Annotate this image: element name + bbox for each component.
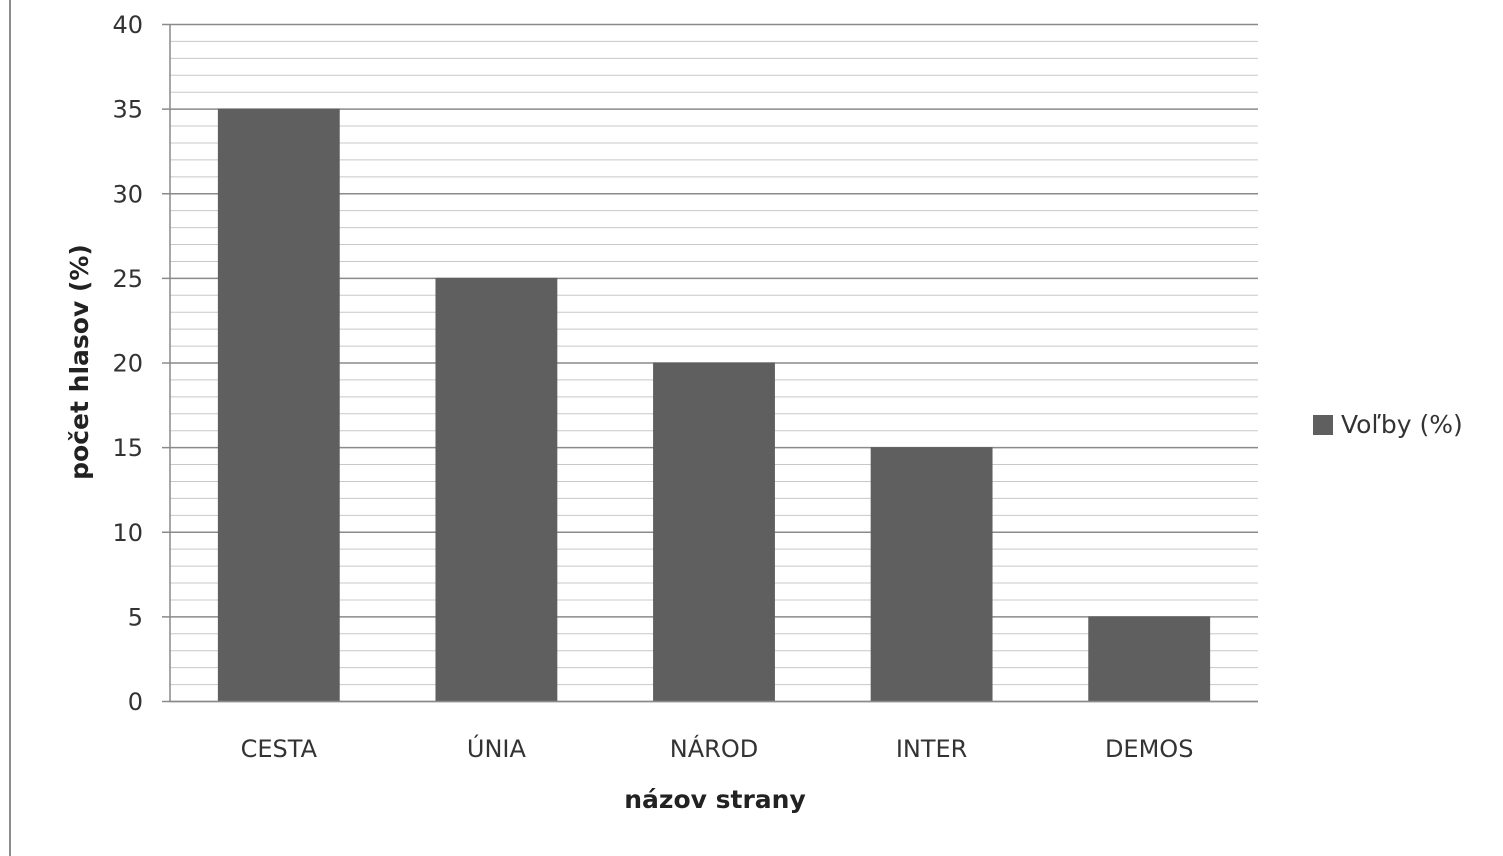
bar-demos: [1088, 616, 1211, 701]
x-tick-label: ÚNIA: [467, 733, 527, 763]
bar-inter: [870, 447, 993, 701]
bars: [217, 108, 1211, 701]
y-tick-label: 40: [112, 11, 143, 39]
legend: Voľby (%): [1313, 410, 1463, 439]
left-frame-border: [9, 0, 11, 856]
y-tick-label: 25: [112, 265, 143, 293]
y-tick-label: 5: [128, 603, 143, 631]
bar-cesta: [217, 108, 340, 701]
x-tick-label: CESTA: [241, 735, 318, 763]
y-tick-label: 20: [112, 350, 143, 378]
legend-swatch: [1313, 415, 1333, 435]
y-axis-title: počet hlasov (%): [65, 244, 94, 480]
x-tick-labels: CESTA ÚNIA NÁROD INTER DEMOS: [241, 733, 1194, 763]
axes: [162, 23, 1258, 703]
x-tick-label: INTER: [896, 735, 968, 763]
bar-únia: [435, 277, 558, 701]
x-tick-label: NÁROD: [670, 734, 758, 763]
y-tick-label: 35: [112, 96, 143, 124]
x-tick-label: DEMOS: [1105, 735, 1193, 763]
y-tick-label: 30: [112, 180, 143, 208]
legend-label: Voľby (%): [1341, 410, 1463, 439]
bar-národ: [653, 362, 775, 701]
y-tick-labels: 0 5 10 15 20 25 30 35 40: [112, 11, 143, 716]
y-tick-label: 10: [112, 519, 143, 547]
y-tick-label: 0: [128, 688, 143, 716]
x-axis-title: názov strany: [624, 785, 806, 814]
y-tick-label: 15: [112, 434, 143, 462]
